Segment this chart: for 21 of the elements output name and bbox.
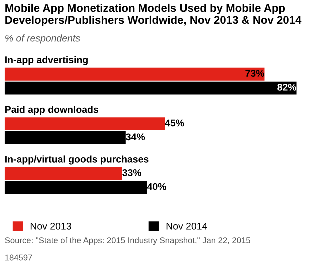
bar xyxy=(4,167,122,180)
data-label: 33% xyxy=(122,169,142,176)
bar xyxy=(4,118,166,131)
data-label: 40% xyxy=(147,183,166,190)
y-tick-label: In-app advertising xyxy=(6,56,88,66)
bar xyxy=(4,68,265,81)
bar xyxy=(4,181,148,194)
source-note: Source: "State of the Apps: 2015 Industry Snapshot," Jan 22, 2015 xyxy=(5,237,250,246)
data-label: 73% xyxy=(246,70,264,77)
data-label: 45% xyxy=(165,120,184,127)
legend-label: Nov 2014 xyxy=(166,222,208,230)
chart-subtitle: % of respondents xyxy=(6,34,80,44)
legend-label: Nov 2013 xyxy=(30,222,72,230)
bar xyxy=(4,132,126,144)
text: 184597 xyxy=(6,254,32,261)
chart-title: Mobile App Monetization Models Used by Mobile App Developers/Publishers Worldwide, Nov 2013 & Nov 2014 xyxy=(6,4,302,26)
data-label: 82% xyxy=(278,84,297,91)
data-label: 34% xyxy=(126,134,146,141)
y-tick-label: Paid app downloads xyxy=(6,106,98,116)
y-tick-label: In-app/virtual goods purchases xyxy=(6,156,149,165)
bar xyxy=(4,82,297,95)
